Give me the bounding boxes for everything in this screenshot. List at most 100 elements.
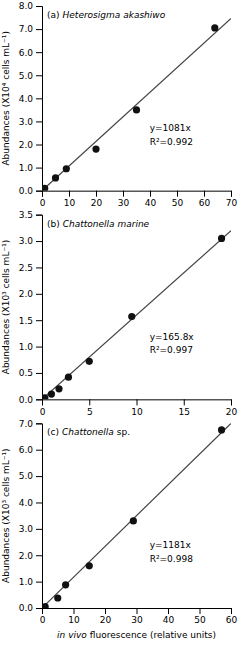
x-axis-title-part: in vivo — [57, 630, 87, 640]
point — [128, 313, 135, 320]
tick-mark — [89, 399, 90, 405]
tick-mark — [36, 75, 42, 76]
species: Chattonella marine — [63, 219, 150, 229]
tick-mark — [36, 215, 42, 216]
tick-mark — [231, 608, 232, 614]
tick-label: 20 — [226, 407, 238, 417]
tick-label: 30 — [131, 615, 143, 625]
tick-label: 2.0 — [19, 289, 34, 299]
tick-mark — [36, 121, 42, 122]
y-axis: 0.01.02.03.04.05.06.07.0 — [19, 419, 43, 614]
tick: 4.0 — [19, 94, 42, 104]
tick-label: 50 — [172, 198, 184, 208]
tick: 6.0 — [19, 48, 42, 58]
point — [55, 385, 62, 392]
tick-label: 50 — [194, 615, 206, 625]
tick-label: 5.0 — [19, 471, 34, 481]
tick: 6.0 — [19, 445, 42, 455]
panel-letter: (b) — [47, 219, 60, 229]
annotation: y=165.8x — [150, 332, 195, 342]
x-axis-title: in vivofluorescence (relative units) — [57, 630, 216, 640]
tick: 50 — [194, 608, 206, 625]
tick-label: 4.0 — [19, 498, 34, 508]
point — [130, 517, 137, 524]
tick-label: 2.0 — [19, 551, 34, 561]
tick: 1.0 — [19, 577, 42, 587]
tick-mark — [137, 608, 138, 614]
point — [65, 374, 72, 381]
tick: 20 — [100, 608, 112, 625]
axis-line — [36, 424, 43, 609]
panel-letter: (a) — [47, 10, 60, 20]
y-axis-title: Abundances (X10³ cells mL⁻¹) — [1, 240, 11, 375]
tick-mark — [36, 320, 42, 321]
tick-label: 7.0 — [19, 419, 34, 429]
tick-label: 0.5 — [19, 368, 33, 378]
tick-mark — [36, 52, 42, 53]
figure: 0102030405060700.01.02.03.04.05.06.07.08… — [0, 0, 242, 646]
tick: 2.0 — [19, 551, 42, 561]
tick: 0.0 — [19, 186, 42, 196]
axis-line — [43, 609, 232, 615]
tick-mark — [184, 399, 185, 405]
tick-mark — [36, 399, 42, 400]
tick: 30 — [118, 191, 130, 208]
tick-mark — [36, 6, 42, 7]
tick-label: 40 — [145, 198, 157, 208]
tick: 10 — [68, 608, 80, 625]
fit-line — [42, 231, 231, 400]
tick-mark — [105, 608, 106, 614]
point — [48, 390, 55, 397]
tick-label: 15 — [179, 407, 190, 417]
tick-label: 7.0 — [19, 24, 34, 34]
tick-label: 5.0 — [19, 71, 34, 81]
plot-area — [42, 18, 231, 190]
species-suffix: sp. — [117, 427, 130, 437]
tick-label: 3.0 — [19, 236, 34, 246]
axis-line — [43, 400, 232, 406]
tick-label: 1.0 — [19, 163, 34, 173]
tick-mark — [204, 191, 205, 197]
tick: 3.0 — [19, 524, 42, 534]
tick: 4.0 — [19, 498, 42, 508]
tick: 40 — [145, 191, 157, 208]
tick-label: 1.0 — [19, 577, 34, 587]
tick: 15 — [179, 399, 190, 416]
tick-label: 20 — [91, 198, 103, 208]
tick-label: 1.5 — [19, 316, 33, 326]
tick-mark — [36, 529, 42, 530]
tick: 2.0 — [19, 289, 42, 299]
point — [42, 394, 48, 399]
point — [211, 24, 218, 31]
tick: 0 — [40, 399, 46, 416]
tick-mark — [168, 608, 169, 614]
tick-mark — [36, 582, 42, 583]
annotation: y=1081x — [150, 123, 192, 133]
plot-area — [42, 231, 231, 400]
tick-label: 3.0 — [19, 524, 34, 534]
annotation: R²=0.992 — [150, 137, 193, 147]
annotation: R²=0.998 — [150, 554, 193, 564]
point — [218, 235, 225, 242]
tick-mark — [36, 423, 42, 424]
tick-label: 60 — [226, 615, 238, 625]
point — [62, 581, 69, 588]
tick: 5 — [87, 399, 93, 416]
tick-mark — [36, 608, 42, 609]
tick-label: 0 — [40, 407, 46, 417]
species: Chattonella — [62, 427, 114, 437]
point — [52, 174, 59, 181]
tick-mark — [36, 168, 42, 169]
panel-label: (c)Chattonellasp. — [47, 427, 130, 437]
tick: 70 — [226, 191, 238, 208]
tick: 3.0 — [19, 236, 42, 246]
species: Heterosigma akashiwo — [63, 10, 166, 20]
y-axis: 0.01.02.03.04.05.06.07.08.0 — [19, 1, 43, 196]
point — [133, 106, 140, 113]
tick-mark — [36, 29, 42, 30]
tick: 30 — [131, 608, 143, 625]
tick-label: 10 — [131, 407, 143, 417]
axis-line — [36, 215, 43, 400]
panel: 01020304050600.01.02.03.04.05.06.07.0Abu… — [1, 419, 237, 640]
tick-label: 0.0 — [19, 186, 34, 196]
